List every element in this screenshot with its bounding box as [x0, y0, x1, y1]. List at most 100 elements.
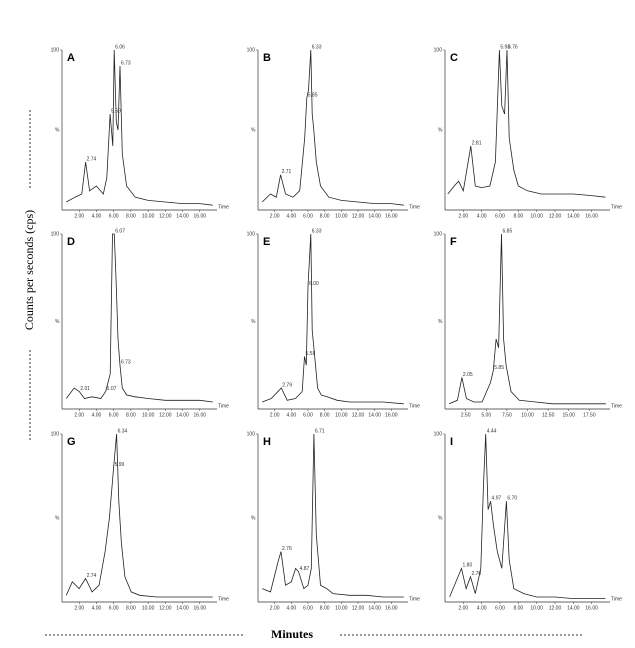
x-tick-label: 6.00: [303, 412, 313, 418]
x-tick-label: 14.00: [368, 605, 381, 611]
x-tick-label: 6.00: [109, 605, 119, 611]
x-axis-unit: Time: [218, 403, 229, 409]
panel-label: G: [67, 436, 76, 448]
peak-label: 2.05: [463, 372, 473, 378]
peak-label: 6.71: [315, 428, 325, 434]
x-tick-label: 8.00: [126, 213, 136, 219]
x-tick-label: 6.00: [303, 605, 313, 611]
x-tick-label: 14.00: [368, 412, 381, 418]
x-tick-label: 4.00: [286, 605, 296, 611]
panel-label: H: [263, 436, 271, 448]
peak-label: 4.87: [300, 566, 310, 572]
y-tick-label: 100: [434, 47, 443, 53]
x-tick-label: 12.00: [159, 412, 172, 418]
panel-label: E: [263, 236, 270, 248]
trace: [65, 433, 213, 598]
x-tick-label: 12.00: [159, 605, 172, 611]
y-axis-unit: %: [438, 127, 443, 133]
x-tick-label: 12.00: [549, 605, 562, 611]
trace: [448, 233, 606, 405]
x-tick-label: 2.00: [270, 213, 280, 219]
peak-label: 6.85: [503, 228, 513, 234]
x-tick-label: 8.00: [513, 213, 523, 219]
peak-label: 4.44: [487, 428, 497, 434]
x-tick-label: 8.00: [320, 412, 330, 418]
y-tick-label: 100: [434, 231, 443, 237]
x-axis-unit: Time: [409, 403, 420, 409]
x-tick-label: 10.00: [530, 605, 543, 611]
x-tick-label: 2.00: [74, 213, 84, 219]
peak-label: 5.59: [111, 108, 121, 114]
x-tick-label: 16.00: [585, 605, 598, 611]
y-tick-label: 100: [247, 47, 256, 53]
y-tick-label: 100: [51, 47, 60, 53]
trace: [449, 433, 606, 599]
trace: [66, 49, 213, 206]
x-tick-label: 6.00: [109, 412, 119, 418]
peak-label: 5.85: [308, 92, 318, 98]
panel-label: A: [67, 52, 75, 64]
x-tick-label: 7.50: [502, 412, 512, 418]
x-tick-label: 12.00: [352, 412, 365, 418]
y-axis-unit: %: [55, 127, 60, 133]
x-tick-label: 2.50: [461, 412, 471, 418]
x-tick-label: 17.50: [583, 412, 596, 418]
x-tick-label: 10.00: [142, 412, 155, 418]
x-tick-label: 2.00: [74, 605, 84, 611]
x-tick-label: 10.00: [142, 213, 155, 219]
peak-label: 5.85: [494, 365, 504, 371]
x-tick-label: 10.00: [335, 605, 348, 611]
x-tick-label: 8.00: [320, 213, 330, 219]
peak-label: 6.06: [115, 44, 125, 50]
peak-label: 5.99: [115, 462, 125, 468]
trace: [65, 233, 213, 403]
panel-label: D: [67, 236, 75, 248]
x-tick-label: 12.00: [352, 605, 365, 611]
y-axis-unit: %: [55, 319, 60, 325]
peak-label: 2.79: [282, 382, 292, 388]
x-tick-label: 2.00: [74, 412, 84, 418]
peak-label: 6.33: [312, 228, 322, 234]
peak-label: 6.76: [508, 44, 518, 50]
peak-label: 6.00: [309, 281, 319, 287]
y-tick-label: 100: [434, 431, 443, 437]
y-tick-label: 100: [247, 431, 256, 437]
x-tick-label: 4.00: [92, 412, 102, 418]
x-tick-label: 6.00: [495, 605, 505, 611]
x-tick-label: 6.00: [495, 213, 505, 219]
x-tick-label: 5.00: [481, 412, 491, 418]
y-axis-unit: %: [55, 515, 60, 521]
y-axis-unit: %: [251, 127, 256, 133]
x-tick-label: 12.00: [352, 213, 365, 219]
x-tick-label: 4.00: [477, 605, 487, 611]
x-tick-label: 2.00: [458, 213, 468, 219]
x-tick-label: 6.00: [109, 213, 119, 219]
x-axis-unit: Time: [218, 204, 229, 210]
panel-label: C: [450, 52, 458, 64]
x-tick-label: 4.00: [92, 213, 102, 219]
peak-label: 6.07: [115, 228, 125, 234]
x-tick-label: 8.00: [513, 605, 523, 611]
x-tick-label: 6.00: [303, 213, 313, 219]
x-tick-label: 10.00: [142, 605, 155, 611]
x-tick-label: 4.00: [286, 412, 296, 418]
x-tick-label: 10.00: [335, 213, 348, 219]
peak-label: 2.71: [282, 169, 292, 175]
y-axis-label: Counts per seconds (cps): [22, 210, 36, 330]
x-tick-label: 10.00: [521, 412, 534, 418]
trace: [447, 49, 606, 198]
x-tick-label: 2.00: [270, 605, 280, 611]
peak-label: 2.01: [80, 386, 90, 392]
peak-label: 6.73: [121, 360, 131, 366]
x-tick-label: 2.00: [458, 605, 468, 611]
trace: [262, 233, 404, 405]
x-tick-label: 16.00: [585, 213, 598, 219]
peak-label: 2.78: [471, 571, 481, 577]
peak-label: 6.73: [121, 60, 131, 66]
peak-label: 2.74: [87, 156, 97, 162]
x-tick-label: 8.00: [126, 412, 136, 418]
x-tick-label: 15.00: [562, 412, 575, 418]
peak-label: 5.93: [500, 44, 510, 50]
y-axis-unit: %: [438, 515, 443, 521]
x-tick-label: 4.00: [286, 213, 296, 219]
